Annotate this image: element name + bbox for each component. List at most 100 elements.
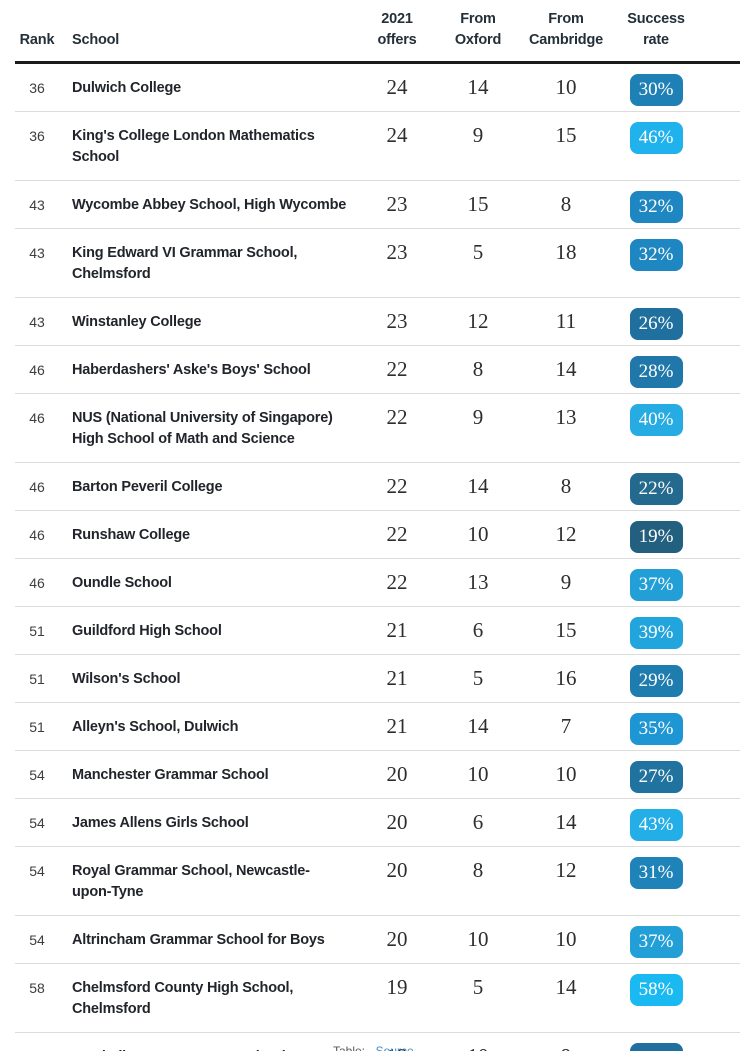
table-header-row: Rank School 2021 offers From Oxford From… — [15, 0, 740, 64]
cell-success-rate: 29% — [616, 655, 696, 698]
table-row: 46 Runshaw College 22 10 12 19% — [15, 511, 740, 560]
cell-2021-offers: 21 — [386, 666, 408, 691]
cell-rank: 58 — [29, 980, 45, 997]
cell-from-cambridge: 10 — [555, 762, 577, 787]
success-rate-badge: 46% — [629, 122, 683, 155]
cell-from-oxford: 15 — [467, 192, 489, 217]
cell-success-rate: 31% — [616, 847, 696, 890]
cell-school: James Allens Girls School — [72, 815, 249, 832]
cell-success-rate: 39% — [616, 607, 696, 650]
table-row: 51 Alleyn's School, Dulwich 21 14 7 35% — [15, 703, 740, 752]
cell-from-oxford: 10 — [467, 927, 489, 952]
cell-rank: 54 — [29, 815, 45, 832]
cell-2021-offers: 21 — [386, 714, 408, 739]
cell-school: Barton Peveril College — [72, 479, 223, 496]
cell-from-cambridge: 18 — [555, 240, 577, 265]
table-row: 43 Wycombe Abbey School, High Wycombe 23 15… — [15, 181, 740, 230]
cell-2021-offers: 22 — [386, 357, 408, 382]
cell-2021-offers: 23 — [386, 309, 408, 334]
table-row: 36 Dulwich College 24 14 10 30% — [15, 64, 740, 113]
cell-school: King Edward VI Grammar School, Chelmsfor… — [72, 245, 298, 283]
table-row: 54 James Allens Girls School 20 6 14 43% — [15, 799, 740, 848]
table-caption: Table: · Source · — [0, 1044, 754, 1051]
cell-rank: 46 — [29, 479, 45, 496]
cell-from-oxford: 14 — [467, 75, 489, 99]
cell-from-oxford: 10 — [467, 762, 489, 787]
cell-2021-offers: 22 — [386, 474, 408, 499]
column-header-2021-offers: 2021 offers — [377, 10, 417, 49]
cell-from-oxford: 14 — [467, 474, 489, 499]
cell-2021-offers: 22 — [386, 405, 408, 430]
table-row: 43 King Edward VI Grammar School, Chelmsf… — [15, 229, 740, 299]
success-rate-badge: 58% — [629, 974, 683, 1007]
cell-from-cambridge: 14 — [555, 357, 577, 382]
cell-2021-offers: 21 — [386, 618, 408, 643]
cell-school: Wycombe Abbey School, High Wycombe — [72, 197, 347, 214]
cell-from-oxford: 13 — [467, 570, 489, 595]
cell-rank: 46 — [29, 527, 45, 544]
cell-success-rate: 27% — [616, 751, 696, 794]
success-rate-badge: 32% — [629, 191, 683, 224]
table-row: 54 Manchester Grammar School 20 10 10 27% — [15, 751, 740, 800]
cell-from-oxford: 14 — [467, 714, 489, 739]
cell-rank: 46 — [29, 410, 45, 427]
cell-from-oxford: 9 — [472, 123, 484, 148]
caption-text-left: Table: · — [332, 1044, 376, 1051]
table-row: 46 Haberdashers' Aske's Boys' School 22 8 14… — [15, 346, 740, 395]
success-rate-badge: 29% — [629, 665, 683, 698]
cell-from-cambridge: 10 — [555, 75, 577, 99]
cell-2021-offers: 20 — [386, 927, 408, 952]
cell-school: King's College London Mathematics School — [72, 128, 315, 166]
caption-source-link[interactable]: Source — [375, 1044, 414, 1051]
cell-2021-offers: 20 — [386, 858, 408, 883]
cell-from-cambridge: 9 — [560, 570, 572, 595]
table-row: 46 Oundle School 22 13 9 37% — [15, 559, 740, 608]
table-row: 51 Wilson's School 21 5 16 29% — [15, 655, 740, 704]
cell-from-cambridge: 15 — [555, 123, 577, 148]
cell-school: Chelmsford County High School, Chelmsfor… — [72, 980, 294, 1018]
success-rate-badge: 37% — [629, 569, 683, 602]
cell-2021-offers: 23 — [386, 192, 408, 217]
cell-success-rate: 26% — [616, 1033, 696, 1051]
cell-success-rate: 19% — [616, 511, 696, 554]
column-header-school: School — [72, 32, 120, 49]
success-rate-badge: 28% — [629, 356, 683, 389]
table-row: 46 Barton Peveril College 22 14 8 22% — [15, 463, 740, 512]
table-row: 43 Winstanley College 23 12 11 26% — [15, 298, 740, 347]
success-rate-badge: 40% — [629, 404, 683, 437]
cell-from-cambridge: 12 — [555, 858, 577, 883]
success-rate-badge: 27% — [629, 761, 683, 794]
column-header-success-rate: Success rate — [627, 10, 685, 49]
cell-school: Haberdashers' Aske's Boys' School — [72, 362, 311, 379]
cell-from-oxford: 8 — [472, 858, 484, 883]
cell-school: NUS (National University of Singapore) H… — [72, 410, 333, 448]
cell-school: Manchester Grammar School — [72, 767, 269, 784]
success-rate-badge: 26% — [629, 1043, 683, 1051]
cell-from-oxford: 5 — [472, 975, 484, 1000]
cell-from-oxford: 5 — [472, 240, 484, 265]
table-row: 54 Royal Grammar School, Newcastle-upon-T… — [15, 847, 740, 917]
cell-success-rate: 37% — [616, 916, 696, 959]
cell-from-cambridge: 9 — [516, 1033, 616, 1051]
cell-success-rate: 32% — [616, 229, 696, 272]
cell-2021-offers: 23 — [386, 240, 408, 265]
cell-school: Runshaw College — [72, 527, 190, 544]
table-row: 51 Guildford High School 21 6 15 39% — [15, 607, 740, 656]
cell-2021-offers: 24 — [386, 75, 408, 99]
success-rate-badge: 30% — [629, 74, 683, 106]
cell-2021-offers: 24 — [386, 123, 408, 148]
cell-rank: 51 — [29, 719, 45, 736]
cell-school: Wilson's School — [72, 671, 181, 688]
cell-from-cambridge: 10 — [555, 927, 577, 952]
cell-rank: 43 — [29, 245, 45, 262]
success-rate-badge: 19% — [629, 521, 683, 554]
cell-from-cambridge: 12 — [555, 522, 577, 547]
cell-2021-offers: 22 — [386, 570, 408, 595]
column-header-rank: Rank — [19, 32, 55, 49]
cell-rank: 51 — [29, 623, 45, 640]
cell-success-rate: 35% — [616, 703, 696, 746]
cell-from-oxford: 6 — [472, 618, 484, 643]
cell-success-rate: 28% — [616, 346, 696, 389]
cell-success-rate: 40% — [616, 394, 696, 437]
cell-success-rate: 37% — [616, 559, 696, 602]
